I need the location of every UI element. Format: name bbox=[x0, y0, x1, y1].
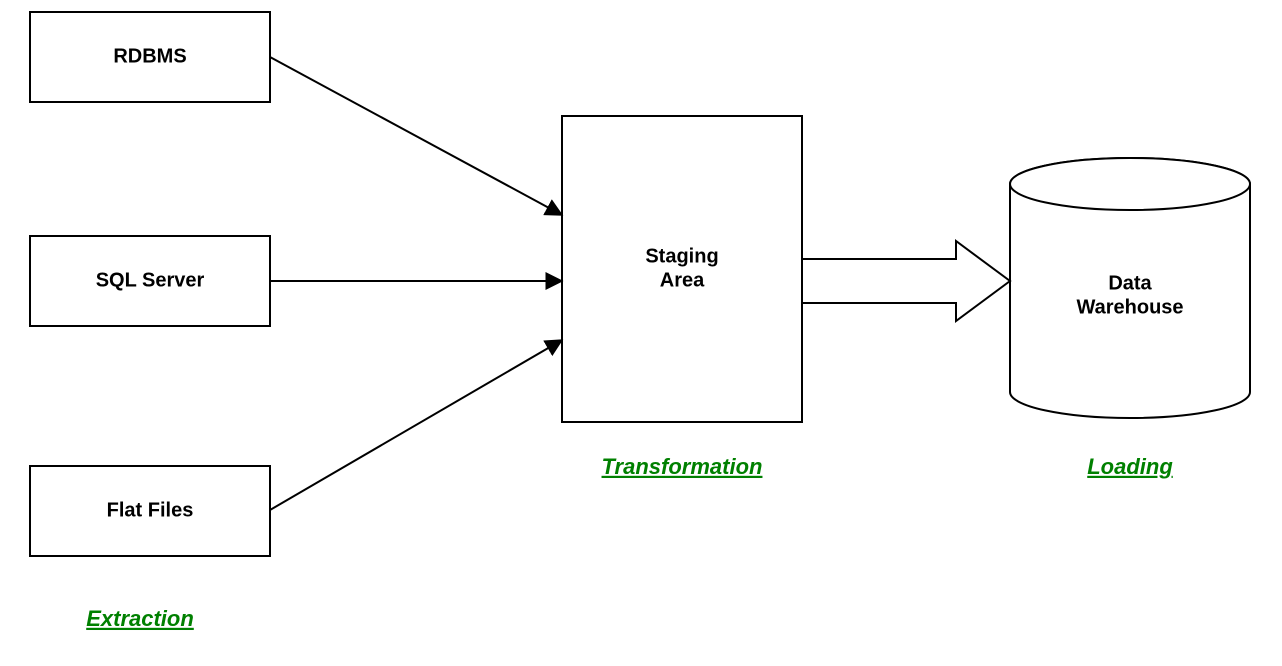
node-staging-label-2: Area bbox=[660, 269, 705, 291]
node-sqlserver: SQL Server bbox=[30, 236, 270, 326]
node-rdbms-label: RDBMS bbox=[113, 45, 186, 67]
node-flatfiles-label: Flat Files bbox=[107, 499, 194, 521]
node-sqlserver-label: SQL Server bbox=[96, 269, 205, 291]
node-staging: StagingArea bbox=[562, 116, 802, 422]
node-staging-label-1: Staging bbox=[645, 245, 718, 267]
node-flatfiles: Flat Files bbox=[30, 466, 270, 556]
phase-label-extraction: Extraction bbox=[86, 606, 194, 631]
phase-label-transformation: Transformation bbox=[602, 454, 763, 479]
edge-e3 bbox=[270, 340, 562, 510]
node-rdbms: RDBMS bbox=[30, 12, 270, 102]
node-warehouse: DataWarehouse bbox=[1010, 158, 1250, 418]
phase-label-loading: Loading bbox=[1087, 454, 1173, 479]
block-arrow-load bbox=[802, 241, 1010, 321]
node-warehouse-label-1: Data bbox=[1108, 272, 1152, 294]
node-warehouse-label-2: Warehouse bbox=[1076, 296, 1183, 318]
edge-e1 bbox=[270, 57, 562, 215]
